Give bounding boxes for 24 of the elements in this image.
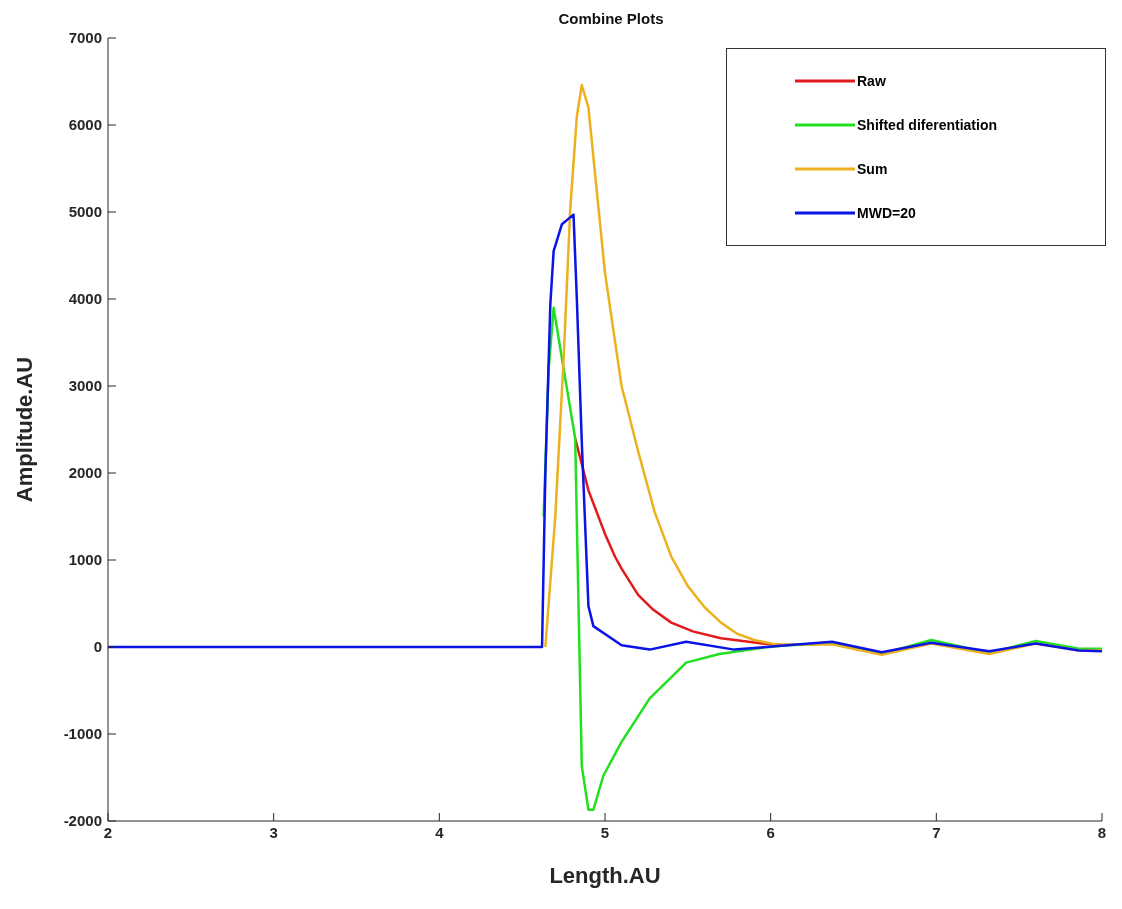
y-tick-label: 6000: [68, 116, 102, 134]
x-tick-label: 2: [103, 823, 113, 841]
y-tick-label: 0: [93, 638, 102, 656]
y-axis-title: Amplitude.AU: [11, 356, 37, 503]
x-tick-label: 5: [600, 823, 610, 841]
y-tick-label: 5000: [68, 203, 102, 221]
y-tick-label: 7000: [68, 29, 102, 47]
y-tick-label: -2000: [63, 812, 102, 830]
y-tick-label: 3000: [68, 377, 102, 395]
x-tick-label: 6: [766, 823, 775, 841]
x-tick-label: 7: [932, 823, 941, 841]
legend-label: Sum: [857, 161, 888, 177]
legend-label: MWD=20: [857, 205, 916, 221]
y-tick-label: 4000: [68, 290, 102, 308]
x-tick-label: 4: [435, 823, 445, 841]
chart-title: Combine Plots: [557, 10, 665, 27]
x-tick-label: 8: [1097, 823, 1107, 841]
legend-label: Shifted diferentiation: [857, 117, 997, 133]
y-tick-label: 2000: [68, 464, 102, 482]
y-tick-label: 1000: [68, 551, 102, 569]
x-tick-label: 3: [269, 823, 278, 841]
x-axis-title: Length.AU: [549, 863, 661, 888]
legend-label: Raw: [857, 73, 886, 89]
y-tick-label: -1000: [63, 725, 102, 743]
